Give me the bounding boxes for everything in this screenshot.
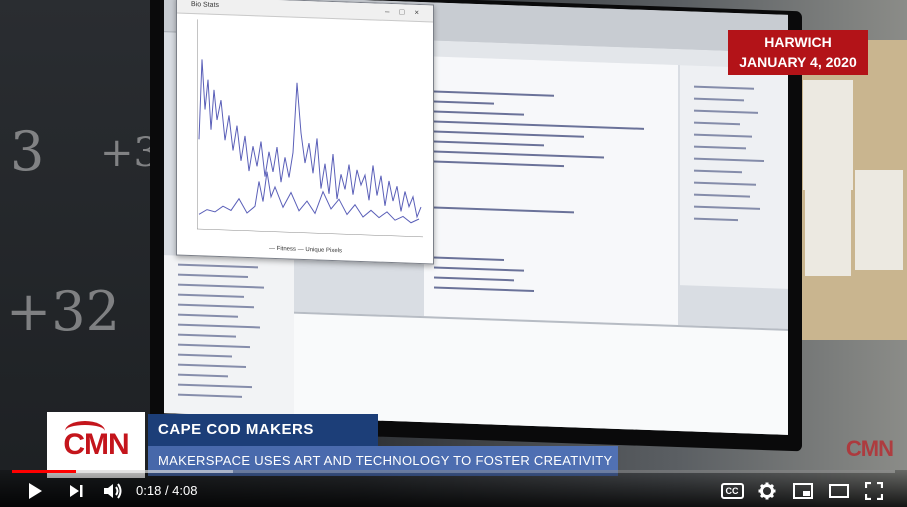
package-explorer xyxy=(164,255,294,420)
legend-fitness: — Fitness xyxy=(269,245,297,253)
location-date-badge: HARWICH JANUARY 4, 2020 xyxy=(728,30,868,75)
theater-button[interactable] xyxy=(827,481,851,501)
volume-button[interactable] xyxy=(100,481,126,501)
tree-line xyxy=(178,283,264,289)
tree-line xyxy=(694,181,756,186)
tree-line xyxy=(178,263,258,269)
tree-line xyxy=(178,383,252,389)
settings-icon xyxy=(758,482,776,500)
pinned-paper xyxy=(805,180,851,276)
current-time: 0:18 xyxy=(136,483,162,498)
logo-swoosh-icon xyxy=(65,421,105,441)
tree-line xyxy=(178,343,250,349)
play-icon xyxy=(29,483,42,499)
chalk-mark: +3 xyxy=(100,130,159,176)
tree-line xyxy=(694,217,738,222)
code-line xyxy=(434,130,584,138)
outline-panel xyxy=(680,65,788,289)
plot-legend: — Fitness — Unique Pixels xyxy=(269,246,342,255)
code-line xyxy=(434,206,574,214)
tree-line xyxy=(178,393,242,398)
tree-line xyxy=(694,133,752,138)
tree-line xyxy=(178,273,248,279)
tree-line xyxy=(178,373,228,378)
fitness-series xyxy=(198,59,422,219)
line-plot xyxy=(197,19,423,238)
code-editor xyxy=(424,56,678,326)
x-axis xyxy=(197,228,423,238)
progress-played xyxy=(12,470,77,473)
pinned-paper xyxy=(803,80,853,190)
fullscreen-icon xyxy=(865,482,883,500)
tree-line xyxy=(694,205,760,210)
code-line xyxy=(434,120,644,130)
tree-line xyxy=(178,333,236,338)
captions-icon: CC xyxy=(720,483,744,499)
window-controls[interactable]: –□× xyxy=(385,6,429,18)
code-line xyxy=(434,256,504,261)
tree-line xyxy=(178,353,232,358)
tree-line xyxy=(694,157,764,163)
miniplayer-button[interactable] xyxy=(791,481,815,501)
time-separator: / xyxy=(164,483,173,498)
tree-line xyxy=(694,193,750,198)
chalk-mark: +32 xyxy=(6,280,120,343)
tree-line xyxy=(694,109,758,114)
tree-line xyxy=(178,293,244,298)
code-line xyxy=(434,150,604,159)
channel-watermark[interactable]: CMN xyxy=(845,436,894,462)
next-button[interactable] xyxy=(64,481,88,501)
code-line xyxy=(434,276,514,282)
tree-line xyxy=(694,169,742,174)
progress-buffered xyxy=(12,470,233,473)
code-line xyxy=(434,100,494,105)
code-line xyxy=(434,90,554,97)
progress-bar[interactable] xyxy=(12,470,895,473)
tree-line xyxy=(694,121,740,126)
plot-window[interactable]: Bio Stats –□× — Fitness — Unique Pixels xyxy=(176,0,434,265)
next-icon xyxy=(70,485,83,497)
cmn-logo: CMN xyxy=(47,412,145,478)
tree-line xyxy=(694,97,744,102)
pinned-paper xyxy=(855,170,903,270)
code-line xyxy=(434,160,564,168)
volume-icon xyxy=(104,483,122,499)
play-button[interactable] xyxy=(22,481,48,501)
captions-button[interactable]: CC xyxy=(720,481,744,501)
monitor-screen: Bio Stats –□× — Fitness — Unique Pixels xyxy=(164,0,788,435)
monitor: Bio Stats –□× — Fitness — Unique Pixels xyxy=(150,0,802,452)
player-controls: 0:18 / 4:08 CC xyxy=(0,470,907,507)
date-label: JANUARY 4, 2020 xyxy=(739,54,857,70)
code-line xyxy=(434,140,544,147)
tree-line xyxy=(694,85,754,90)
tree-line xyxy=(178,323,260,329)
miniplayer-icon xyxy=(793,483,813,499)
tree-line xyxy=(178,313,238,318)
settings-button[interactable] xyxy=(755,481,779,501)
code-line xyxy=(434,110,524,116)
location-label: HARWICH xyxy=(764,34,832,50)
duration: 4:08 xyxy=(172,483,198,498)
cork-board xyxy=(795,40,907,340)
watermark-text: CMN xyxy=(845,436,894,461)
chalk-mark: 3 xyxy=(10,120,45,183)
time-display: 0:18 / 4:08 xyxy=(136,482,197,500)
code-line xyxy=(434,266,524,272)
unique-pixels-series xyxy=(198,171,420,224)
tree-line xyxy=(694,145,746,150)
tree-line xyxy=(178,363,246,368)
lower-third-title: CAPE COD MAKERS xyxy=(148,414,378,446)
legend-unique: — Unique Pixels xyxy=(297,246,343,255)
tree-line xyxy=(178,303,254,309)
fullscreen-button[interactable] xyxy=(862,481,886,501)
code-line xyxy=(434,286,534,293)
theater-icon xyxy=(829,484,849,498)
